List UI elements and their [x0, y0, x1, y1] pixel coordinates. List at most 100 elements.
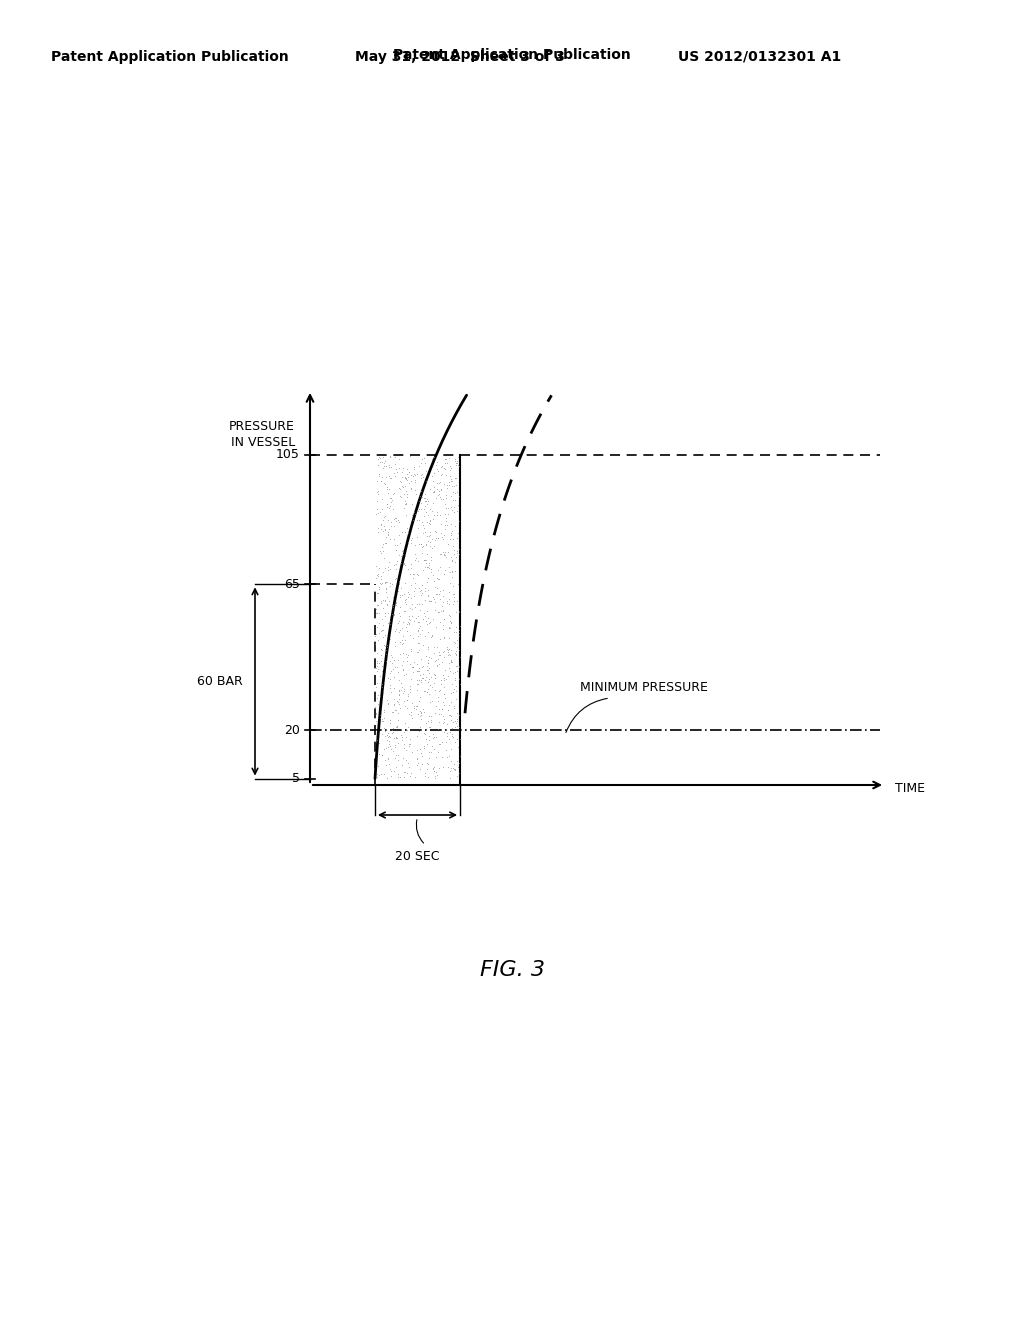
- Point: [450, 543, 466, 564]
- Point: [396, 630, 413, 651]
- Point: [402, 587, 419, 609]
- Point: [427, 487, 443, 508]
- Point: [423, 667, 439, 688]
- Point: [402, 624, 419, 645]
- Point: [399, 483, 416, 504]
- Point: [435, 684, 452, 705]
- Point: [420, 622, 436, 643]
- Point: [433, 698, 450, 719]
- Point: [422, 479, 438, 500]
- Point: [389, 690, 406, 711]
- Point: [398, 620, 415, 642]
- Point: [380, 560, 396, 581]
- Point: [386, 737, 402, 758]
- Point: [374, 677, 390, 698]
- Point: [412, 705, 428, 726]
- Point: [418, 459, 434, 480]
- Point: [375, 619, 391, 640]
- Point: [430, 698, 446, 719]
- Point: [369, 594, 385, 615]
- Point: [377, 602, 393, 623]
- Point: [427, 576, 443, 597]
- Point: [441, 475, 458, 496]
- Point: [411, 577, 427, 598]
- Point: [420, 531, 436, 552]
- Point: [451, 455, 467, 477]
- Point: [437, 560, 454, 581]
- Point: [446, 669, 463, 690]
- Point: [368, 697, 384, 718]
- Point: [374, 609, 390, 630]
- Point: [387, 734, 403, 755]
- Point: [438, 508, 455, 529]
- Point: [370, 659, 386, 680]
- Point: [429, 478, 445, 499]
- Point: [386, 688, 402, 709]
- Text: 20 SEC: 20 SEC: [395, 850, 439, 863]
- Point: [372, 540, 388, 561]
- Point: [447, 731, 464, 752]
- Point: [417, 606, 433, 627]
- Point: [417, 763, 433, 784]
- Point: [417, 487, 433, 508]
- Point: [370, 702, 386, 723]
- Point: [431, 581, 447, 602]
- Point: [368, 657, 384, 678]
- Point: [426, 482, 442, 503]
- Point: [378, 527, 394, 548]
- Point: [382, 610, 398, 631]
- Point: [435, 488, 452, 510]
- Point: [419, 734, 435, 755]
- Point: [420, 652, 436, 673]
- Point: [394, 457, 411, 478]
- Point: [446, 467, 463, 488]
- Point: [420, 672, 436, 693]
- Point: [375, 446, 391, 467]
- Point: [426, 572, 442, 593]
- Point: [417, 499, 433, 520]
- Point: [447, 640, 464, 661]
- Point: [443, 750, 460, 771]
- Point: [427, 664, 443, 685]
- Point: [391, 680, 408, 701]
- Point: [399, 532, 416, 553]
- Point: [379, 494, 395, 515]
- Point: [419, 659, 435, 680]
- Point: [407, 767, 423, 788]
- Point: [433, 673, 450, 694]
- Point: [398, 651, 415, 672]
- Point: [423, 549, 439, 570]
- Point: [369, 642, 385, 663]
- Point: [450, 541, 466, 562]
- Text: 20: 20: [284, 723, 300, 737]
- Point: [377, 450, 393, 471]
- Point: [371, 725, 387, 746]
- Point: [429, 451, 445, 473]
- Point: [379, 667, 395, 688]
- Point: [422, 535, 438, 556]
- Point: [392, 587, 409, 609]
- Point: [409, 463, 425, 484]
- Point: [375, 598, 391, 619]
- Point: [437, 511, 454, 532]
- Point: [416, 701, 432, 722]
- Point: [377, 533, 393, 554]
- Point: [431, 480, 447, 502]
- Point: [382, 487, 398, 508]
- Point: [436, 515, 453, 536]
- Point: [398, 612, 415, 634]
- Point: [443, 549, 460, 570]
- Point: [421, 668, 437, 689]
- Point: [379, 586, 395, 607]
- Point: [376, 763, 392, 784]
- Point: [415, 536, 431, 557]
- Point: [444, 652, 461, 673]
- Point: [439, 756, 456, 777]
- Point: [435, 564, 452, 585]
- Point: [414, 463, 430, 484]
- Point: [392, 673, 409, 694]
- Point: [443, 550, 460, 572]
- Point: [392, 725, 409, 746]
- Point: [439, 513, 456, 535]
- Point: [427, 591, 443, 612]
